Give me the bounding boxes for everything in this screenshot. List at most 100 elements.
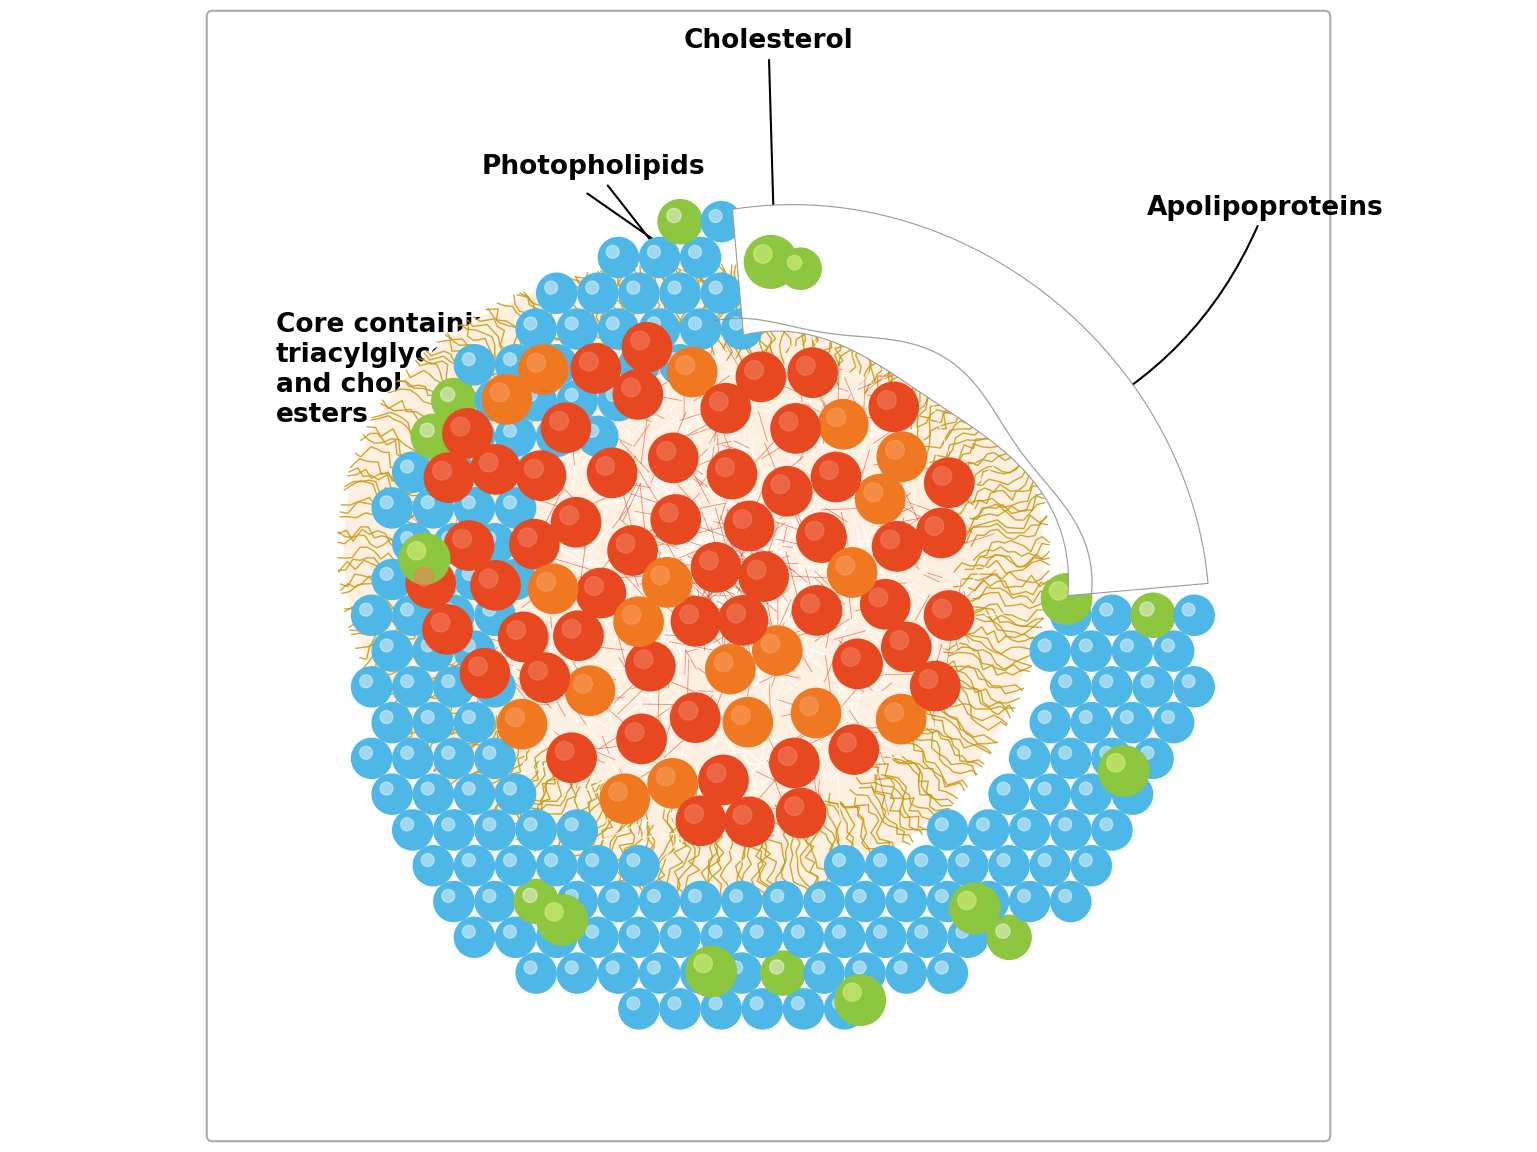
Circle shape xyxy=(563,620,581,638)
Circle shape xyxy=(709,925,722,938)
Circle shape xyxy=(619,988,659,1029)
Text: Apolipoproteins: Apolipoproteins xyxy=(1065,195,1383,425)
Circle shape xyxy=(878,391,896,409)
Circle shape xyxy=(907,846,947,886)
Circle shape xyxy=(761,952,805,995)
Circle shape xyxy=(536,273,576,313)
Circle shape xyxy=(360,746,372,759)
Circle shape xyxy=(433,738,473,779)
Circle shape xyxy=(1050,582,1068,600)
Circle shape xyxy=(796,356,815,376)
Circle shape xyxy=(475,452,515,492)
Circle shape xyxy=(413,631,453,672)
Circle shape xyxy=(475,380,515,420)
Circle shape xyxy=(727,604,745,623)
Circle shape xyxy=(827,548,876,597)
Circle shape xyxy=(622,323,672,372)
Circle shape xyxy=(469,657,487,676)
Circle shape xyxy=(504,925,516,938)
Circle shape xyxy=(433,881,473,922)
Circle shape xyxy=(432,462,452,480)
Circle shape xyxy=(730,889,742,902)
Circle shape xyxy=(838,734,856,752)
Circle shape xyxy=(380,568,393,581)
Circle shape xyxy=(455,487,495,528)
Circle shape xyxy=(516,450,566,500)
Circle shape xyxy=(524,460,536,473)
Circle shape xyxy=(784,917,824,957)
Circle shape xyxy=(679,605,698,623)
Circle shape xyxy=(868,382,919,432)
Circle shape xyxy=(413,703,453,743)
Circle shape xyxy=(421,854,433,866)
Circle shape xyxy=(742,917,782,957)
Circle shape xyxy=(656,441,676,461)
Circle shape xyxy=(701,273,741,313)
Circle shape xyxy=(770,960,784,973)
Circle shape xyxy=(516,452,556,492)
Circle shape xyxy=(421,495,433,509)
Circle shape xyxy=(1051,738,1091,779)
Circle shape xyxy=(988,846,1030,886)
Circle shape xyxy=(1051,810,1091,850)
Circle shape xyxy=(566,889,578,902)
Circle shape xyxy=(1017,889,1030,902)
Circle shape xyxy=(709,210,722,222)
Circle shape xyxy=(392,667,433,707)
Circle shape xyxy=(724,698,773,746)
Circle shape xyxy=(392,738,433,779)
Circle shape xyxy=(639,881,679,922)
Circle shape xyxy=(463,495,475,509)
Circle shape xyxy=(744,235,798,288)
Circle shape xyxy=(1071,774,1111,814)
Circle shape xyxy=(1059,675,1071,688)
Circle shape xyxy=(1071,631,1111,672)
Circle shape xyxy=(828,725,879,774)
Circle shape xyxy=(722,953,762,993)
Circle shape xyxy=(1100,746,1113,759)
Circle shape xyxy=(524,388,536,401)
Circle shape xyxy=(584,577,604,596)
Circle shape xyxy=(1107,753,1125,772)
Circle shape xyxy=(725,797,775,847)
Circle shape xyxy=(689,961,701,973)
Circle shape xyxy=(483,889,496,902)
Circle shape xyxy=(792,585,842,635)
Circle shape xyxy=(1154,631,1194,672)
Circle shape xyxy=(423,605,472,654)
Circle shape xyxy=(415,567,433,586)
Circle shape xyxy=(598,380,638,420)
Circle shape xyxy=(441,387,455,401)
Circle shape xyxy=(1091,810,1131,850)
Circle shape xyxy=(524,317,536,329)
Circle shape xyxy=(996,924,1010,938)
Circle shape xyxy=(578,344,618,385)
Circle shape xyxy=(559,506,578,524)
Circle shape xyxy=(776,788,825,838)
Circle shape xyxy=(380,639,393,652)
Circle shape xyxy=(1030,703,1070,743)
Circle shape xyxy=(833,925,845,938)
Circle shape xyxy=(881,530,899,548)
Circle shape xyxy=(1079,639,1093,652)
Circle shape xyxy=(553,611,603,660)
Circle shape xyxy=(413,487,453,528)
Circle shape xyxy=(772,475,790,494)
Circle shape xyxy=(890,631,908,650)
Circle shape xyxy=(876,695,925,744)
Circle shape xyxy=(420,423,433,438)
Circle shape xyxy=(1133,667,1173,707)
Circle shape xyxy=(596,456,615,476)
Circle shape xyxy=(421,782,433,795)
Circle shape xyxy=(619,846,659,886)
Circle shape xyxy=(536,895,587,945)
Circle shape xyxy=(407,541,426,560)
Circle shape xyxy=(495,560,535,599)
Circle shape xyxy=(647,317,661,329)
Circle shape xyxy=(667,209,681,222)
Circle shape xyxy=(455,846,495,886)
Circle shape xyxy=(586,424,598,437)
Circle shape xyxy=(681,237,721,278)
Circle shape xyxy=(433,596,473,636)
Circle shape xyxy=(627,353,639,365)
